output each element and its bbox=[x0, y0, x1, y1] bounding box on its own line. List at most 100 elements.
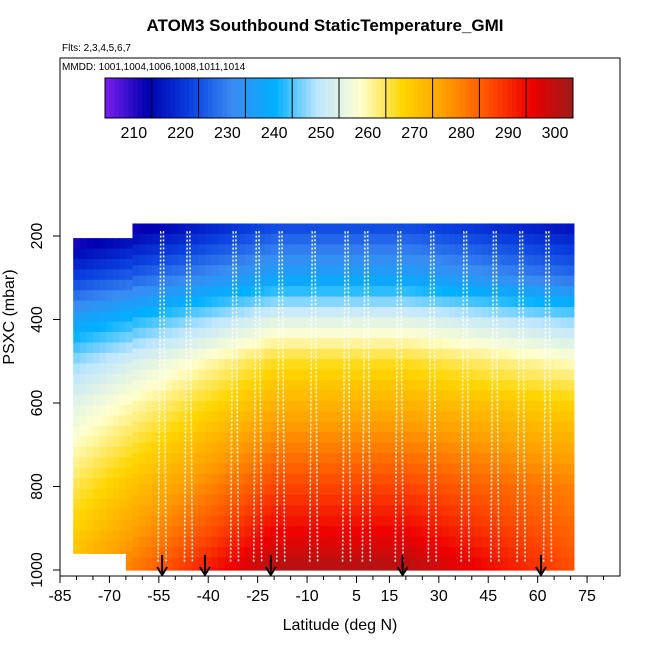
heatmap-cell bbox=[567, 317, 575, 329]
heatmap-cell bbox=[237, 484, 246, 496]
heatmap-cell bbox=[303, 348, 311, 360]
heatmap-cell bbox=[198, 254, 206, 266]
heatmap-cell bbox=[468, 254, 476, 266]
heatmap-cell bbox=[172, 380, 180, 392]
heatmap-cell bbox=[514, 369, 522, 381]
heatmap-cell bbox=[323, 296, 331, 308]
heatmap-cell bbox=[468, 411, 476, 423]
heatmap-cell bbox=[534, 536, 542, 548]
heatmap-cell bbox=[165, 296, 173, 308]
heatmap-cell bbox=[468, 348, 476, 360]
heatmap-cell bbox=[145, 494, 153, 506]
heatmap-cell bbox=[204, 390, 213, 402]
heatmap-cell bbox=[494, 380, 503, 392]
heatmap-cell bbox=[481, 275, 489, 287]
heatmap-cell bbox=[527, 421, 535, 433]
heatmap-cell bbox=[185, 484, 193, 496]
heatmap-cell bbox=[488, 223, 496, 235]
heatmap-cell bbox=[92, 342, 101, 354]
heatmap-cell bbox=[501, 317, 509, 329]
heatmap-cell bbox=[204, 317, 213, 329]
heatmap-cell bbox=[112, 384, 120, 396]
heatmap-cell bbox=[508, 275, 516, 287]
heatmap-cell bbox=[139, 432, 147, 444]
heatmap-cell bbox=[165, 432, 173, 444]
heatmap-cell bbox=[251, 473, 259, 486]
heatmap-cell bbox=[158, 400, 167, 412]
heatmap-cell bbox=[310, 494, 318, 506]
heatmap-cell bbox=[231, 244, 239, 256]
heatmap-cell bbox=[343, 473, 351, 486]
heatmap-cell bbox=[415, 494, 423, 506]
heatmap-cell bbox=[211, 557, 219, 569]
heatmap-cell bbox=[461, 244, 470, 256]
heatmap-cell bbox=[284, 567, 292, 571]
heatmap-cell bbox=[560, 473, 568, 486]
heatmap-cell bbox=[442, 390, 450, 402]
heatmap-cell bbox=[79, 519, 87, 531]
heatmap-cell bbox=[303, 421, 311, 433]
heatmap-cell bbox=[369, 306, 377, 319]
heatmap-cell bbox=[435, 348, 443, 360]
heatmap-cell bbox=[79, 300, 87, 312]
heatmap-cell bbox=[224, 526, 232, 538]
heatmap-cell bbox=[125, 540, 134, 552]
heatmap-cell bbox=[435, 369, 443, 381]
heatmap-cell bbox=[224, 390, 232, 402]
heatmap-cell bbox=[442, 265, 450, 277]
heatmap-cell bbox=[336, 494, 344, 506]
heatmap-cell bbox=[198, 327, 206, 339]
heatmap-cell bbox=[106, 478, 114, 490]
heatmap-cell bbox=[323, 317, 331, 329]
colorbar-swatch bbox=[544, 78, 551, 118]
heatmap-cell bbox=[264, 463, 272, 475]
heatmap-cell bbox=[244, 369, 252, 381]
heatmap-cell bbox=[310, 526, 318, 538]
heatmap-cell bbox=[494, 296, 503, 308]
heatmap-cell bbox=[251, 453, 259, 465]
heatmap-cell bbox=[330, 348, 338, 360]
heatmap-cell bbox=[290, 494, 298, 506]
heatmap-cell bbox=[106, 551, 114, 554]
heatmap-cell bbox=[139, 296, 147, 308]
heatmap-cell bbox=[264, 557, 272, 569]
heatmap-cell bbox=[435, 223, 443, 235]
heatmap-cell bbox=[112, 248, 120, 260]
heatmap-cell bbox=[567, 411, 575, 423]
heatmap-cell bbox=[461, 515, 470, 527]
heatmap-cell bbox=[560, 265, 568, 277]
heatmap-cell bbox=[303, 327, 311, 339]
heatmap-cell bbox=[191, 317, 199, 329]
heatmap-cell bbox=[191, 348, 199, 360]
heatmap-cell bbox=[396, 296, 404, 308]
heatmap-cell bbox=[198, 557, 206, 569]
heatmap-cell bbox=[158, 286, 167, 298]
heatmap-cell bbox=[461, 296, 470, 308]
heatmap-cell bbox=[514, 505, 522, 517]
heatmap-cell bbox=[448, 432, 456, 444]
colorbar-swatch bbox=[521, 78, 527, 118]
colorbar-swatch bbox=[165, 78, 172, 118]
heatmap-cell bbox=[152, 484, 160, 496]
heatmap-cell bbox=[468, 442, 476, 454]
heatmap-cell bbox=[145, 390, 153, 402]
heatmap-cell bbox=[257, 244, 265, 256]
heatmap-cell bbox=[461, 223, 470, 235]
heatmap-cell bbox=[73, 248, 81, 260]
heatmap-cell bbox=[79, 540, 87, 552]
heatmap-cell bbox=[290, 233, 298, 245]
heatmap-cell bbox=[152, 317, 160, 329]
heatmap-cell bbox=[415, 547, 423, 559]
heatmap-cell bbox=[277, 494, 285, 506]
heatmap-cell bbox=[508, 338, 516, 350]
heatmap-cell bbox=[290, 432, 298, 444]
heatmap-cell bbox=[488, 432, 496, 444]
heatmap-cell bbox=[145, 547, 153, 559]
heatmap-cell bbox=[468, 494, 476, 506]
heatmap-cell bbox=[218, 494, 226, 506]
heatmap-cell bbox=[99, 363, 107, 375]
heatmap-cell bbox=[172, 536, 180, 548]
heatmap-cell bbox=[442, 484, 450, 496]
flight-profile-line bbox=[427, 231, 437, 562]
heatmap-cell bbox=[79, 467, 87, 479]
